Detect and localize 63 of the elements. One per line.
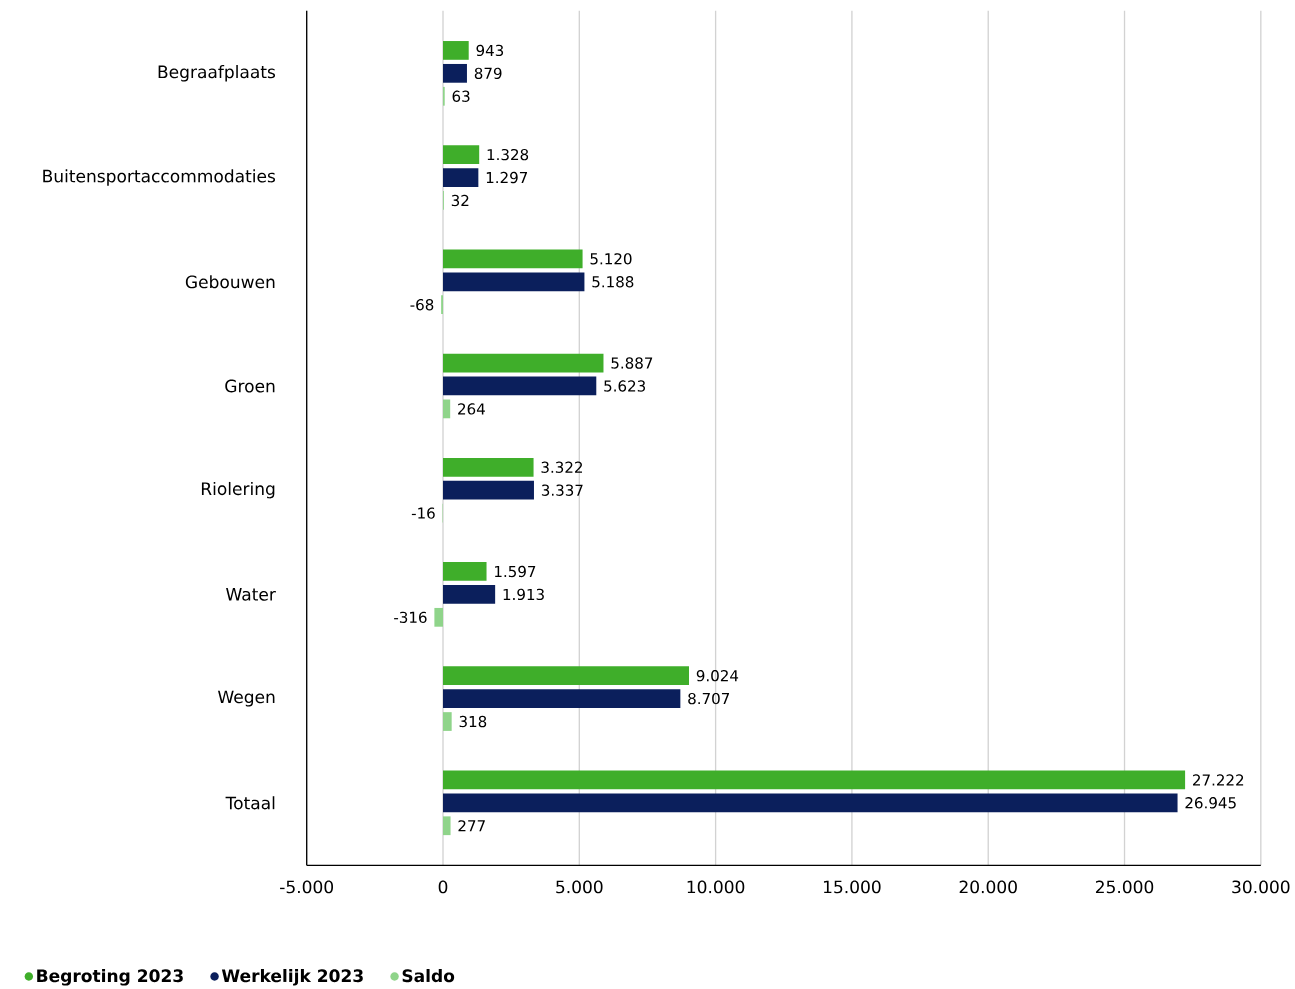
data-label: 1.913 xyxy=(503,588,544,601)
x-tick-label: 15.000 xyxy=(823,880,881,894)
y-tick-label: Buitensportaccommodaties xyxy=(43,169,276,186)
bar xyxy=(443,770,1186,790)
y-tick-label: Groen xyxy=(225,379,275,393)
data-label: 5.887 xyxy=(611,357,653,369)
bar xyxy=(443,168,479,187)
data-label: 9.024 xyxy=(696,669,739,682)
data-label: 63 xyxy=(452,90,470,102)
bar xyxy=(443,666,689,685)
bar xyxy=(443,249,583,269)
x-tick-label: 10.000 xyxy=(687,880,745,894)
y-tick-label: Riolering xyxy=(201,481,275,499)
x-tick-label: -5.000 xyxy=(280,880,334,894)
data-label: 26.945 xyxy=(1185,797,1236,809)
bar xyxy=(434,607,443,627)
x-tick-label: 30.000 xyxy=(1232,880,1290,894)
bar xyxy=(443,145,480,164)
data-label: 5.623 xyxy=(604,380,646,392)
bar xyxy=(443,712,452,731)
data-label: -316 xyxy=(394,611,427,623)
y-tick-label: Wegen xyxy=(218,690,275,707)
data-label: 3.337 xyxy=(541,484,583,496)
legend-label: Werkelijk 2023 xyxy=(221,968,363,986)
data-label: 27.222 xyxy=(1193,774,1244,786)
data-label: 879 xyxy=(474,67,502,79)
data-label: -16 xyxy=(411,507,435,519)
bar xyxy=(443,457,534,477)
x-tick-label: 0 xyxy=(438,880,448,894)
bar xyxy=(443,562,487,581)
x-tick-label: 5.000 xyxy=(556,880,603,894)
data-label: 32 xyxy=(451,194,469,207)
legend-label: Begroting 2023 xyxy=(37,968,183,986)
bar xyxy=(443,816,451,836)
bar xyxy=(443,689,681,708)
bar xyxy=(443,272,585,292)
y-tick-label: Totaal xyxy=(225,796,275,810)
data-label: 264 xyxy=(458,403,485,415)
bar xyxy=(443,40,469,60)
data-label: 277 xyxy=(458,820,485,832)
data-label: 1.597 xyxy=(495,565,536,578)
bar xyxy=(443,63,467,83)
bar xyxy=(443,376,597,396)
data-label: 1.328 xyxy=(487,148,529,161)
y-tick-label: Gebouwen xyxy=(185,275,275,289)
data-label: 318 xyxy=(459,715,487,728)
x-tick-label: 25.000 xyxy=(1095,880,1154,894)
data-label: 5.188 xyxy=(592,276,634,288)
y-tick-label: Begraafplaats xyxy=(158,65,276,82)
bar xyxy=(443,353,604,373)
data-label: 943 xyxy=(476,44,504,57)
legend-label: Saldo xyxy=(402,968,455,983)
x-tick-label: 20.000 xyxy=(959,880,1017,894)
bar xyxy=(443,793,1178,813)
bar xyxy=(443,584,496,604)
bar xyxy=(443,480,534,500)
data-label: -68 xyxy=(410,298,434,311)
y-tick-label: Water xyxy=(226,588,276,601)
data-label: 5.120 xyxy=(590,253,632,265)
data-label: 3.322 xyxy=(541,461,582,473)
data-label: 8.707 xyxy=(688,692,730,705)
data-label: 1.297 xyxy=(486,171,528,184)
bar xyxy=(443,399,451,419)
